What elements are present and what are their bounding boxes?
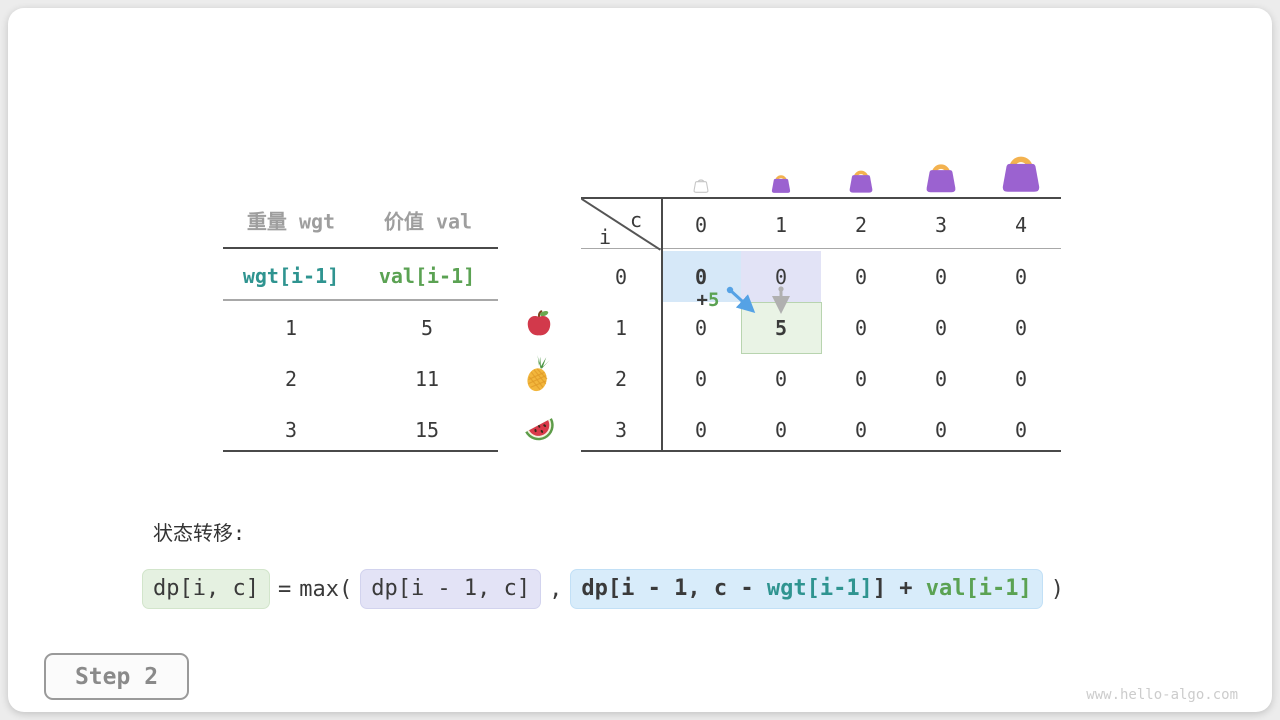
state-transition-heading: 状态转移: (153, 521, 246, 545)
bag-capacity-0-icon (693, 174, 710, 198)
item-row-weight: 1 (284, 316, 298, 340)
dp-col-header: 0 (694, 213, 708, 237)
dp-table-line-under-header (581, 248, 1061, 249)
dp-cell-2-0: 0 (694, 367, 708, 391)
items-formula-val: val[i-1] (378, 264, 476, 288)
dp-col-header: 4 (1014, 213, 1028, 237)
dp-row-header: 3 (614, 418, 628, 442)
apple-icon (524, 308, 554, 342)
dp-cell-0-4: 0 (1014, 265, 1028, 289)
dp-col-header: 1 (774, 213, 788, 237)
dp-cell-0-1: 0 (774, 265, 788, 289)
dp-cell-1-0: 0 (694, 316, 708, 340)
bag-capacity-2-icon (847, 164, 876, 198)
dp-cell-2-3: 0 (934, 367, 948, 391)
dp-corner-row-var: i (598, 225, 612, 249)
dp-cell-3-4: 0 (1014, 418, 1028, 442)
dp-cell-1-2: 0 (854, 316, 868, 340)
formula-close-paren: ) (1050, 576, 1065, 602)
bag-capacity-1-icon (770, 170, 793, 198)
dp-table-line-vertical (661, 197, 663, 452)
formula-lhs-box: dp[i, c] (142, 569, 270, 610)
item-row-weight: 3 (284, 418, 298, 442)
bag-capacity-3-icon (923, 156, 960, 198)
blue-arrow (728, 288, 756, 314)
dp-cell-1-4: 0 (1014, 316, 1028, 340)
dp-cell-1-1: 5 (774, 316, 788, 340)
dp-col-header: 3 (934, 213, 948, 237)
dp-cell-3-2: 0 (854, 418, 868, 442)
formula-arg1-box: dp[i - 1, c] (360, 569, 542, 610)
item-row-weight: 2 (284, 367, 298, 391)
dp-cell-0-2: 0 (854, 265, 868, 289)
dp-row-header: 0 (614, 265, 628, 289)
dp-cell-2-2: 0 (854, 367, 868, 391)
item-row-value: 15 (414, 418, 440, 442)
items-header-weight: 重量 wgt (246, 209, 336, 234)
watermelon-icon (521, 409, 557, 447)
item-row-value: 5 (420, 316, 434, 340)
plus-sign: + (696, 289, 708, 311)
canvas-card: 重量 wgt 价值 val wgt[i-1] val[i-1] 1 5 2 11… (8, 8, 1272, 712)
dp-cell-2-4: 0 (1014, 367, 1028, 391)
formula-arg2-val: val[i-1] (925, 576, 1032, 601)
dp-table-line-bottom (581, 450, 1061, 452)
step-button[interactable]: Step 2 (44, 653, 189, 700)
state-transition-formula: dp[i, c] = max( dp[i - 1, c] , dp[i - 1,… (142, 569, 1065, 610)
dp-row-header: 2 (614, 367, 628, 391)
dp-cell-3-0: 0 (694, 418, 708, 442)
dp-table-line-top (581, 197, 1061, 199)
dp-cell-3-3: 0 (934, 418, 948, 442)
formula-arg2-box: dp[i - 1, c - wgt[i-1]] + val[i-1] (570, 569, 1043, 610)
added-value: 5 (708, 289, 720, 311)
formula-arg2-prefix: dp[i - 1, c - (581, 576, 767, 601)
items-table-line-bottom (223, 450, 498, 452)
formula-arg2-wgt: wgt[i-1] (766, 576, 873, 601)
watermark-url: www.hello-algo.com (1086, 687, 1238, 703)
dp-cell-2-1: 0 (774, 367, 788, 391)
items-header-value: 价值 val (383, 209, 473, 234)
transition-plus-value-label: +5 (697, 289, 720, 311)
formula-comma: , (549, 576, 563, 602)
dp-corner-col-var: c (629, 208, 643, 232)
formula-max-open: max( (299, 576, 353, 602)
dp-col-header: 2 (854, 213, 868, 237)
formula-arg2-mid: ] + (872, 576, 926, 601)
dp-cell-0-0: 0 (694, 265, 708, 289)
pineapple-icon (523, 355, 555, 397)
items-table-line-mid (223, 299, 498, 301)
dp-cell-highlight-blue (661, 251, 741, 302)
formula-equals: = (277, 576, 292, 602)
dp-row-header: 1 (614, 316, 628, 340)
dp-cell-1-3: 0 (934, 316, 948, 340)
dp-cell-0-3: 0 (934, 265, 948, 289)
items-table-line-top (223, 247, 498, 249)
dp-cell-3-1: 0 (774, 418, 788, 442)
dp-corner-diagonal (581, 198, 661, 251)
items-formula-wgt: wgt[i-1] (242, 264, 340, 288)
item-row-value: 11 (414, 367, 440, 391)
transition-arrows (726, 286, 790, 314)
bag-capacity-4-icon (998, 146, 1045, 198)
